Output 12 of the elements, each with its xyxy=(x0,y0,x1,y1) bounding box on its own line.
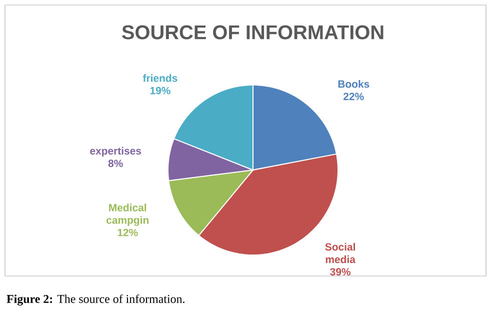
data-label: 8% xyxy=(108,160,123,168)
slice-label: Social media xyxy=(325,242,356,264)
slice-label: Medical campgin xyxy=(106,204,148,226)
data-label: 12% xyxy=(118,228,138,236)
data-label: 39% xyxy=(330,268,350,276)
data-label: 19% xyxy=(150,86,170,94)
slice-label: friends xyxy=(142,74,178,82)
slice-label: expertises xyxy=(90,146,142,157)
data-label: 22% xyxy=(344,92,364,100)
slice-label: Books xyxy=(338,80,370,88)
text: Figure 2: The source of information. xyxy=(6,294,184,306)
chart-title: SOURCE OF INFORMATION xyxy=(122,25,384,40)
